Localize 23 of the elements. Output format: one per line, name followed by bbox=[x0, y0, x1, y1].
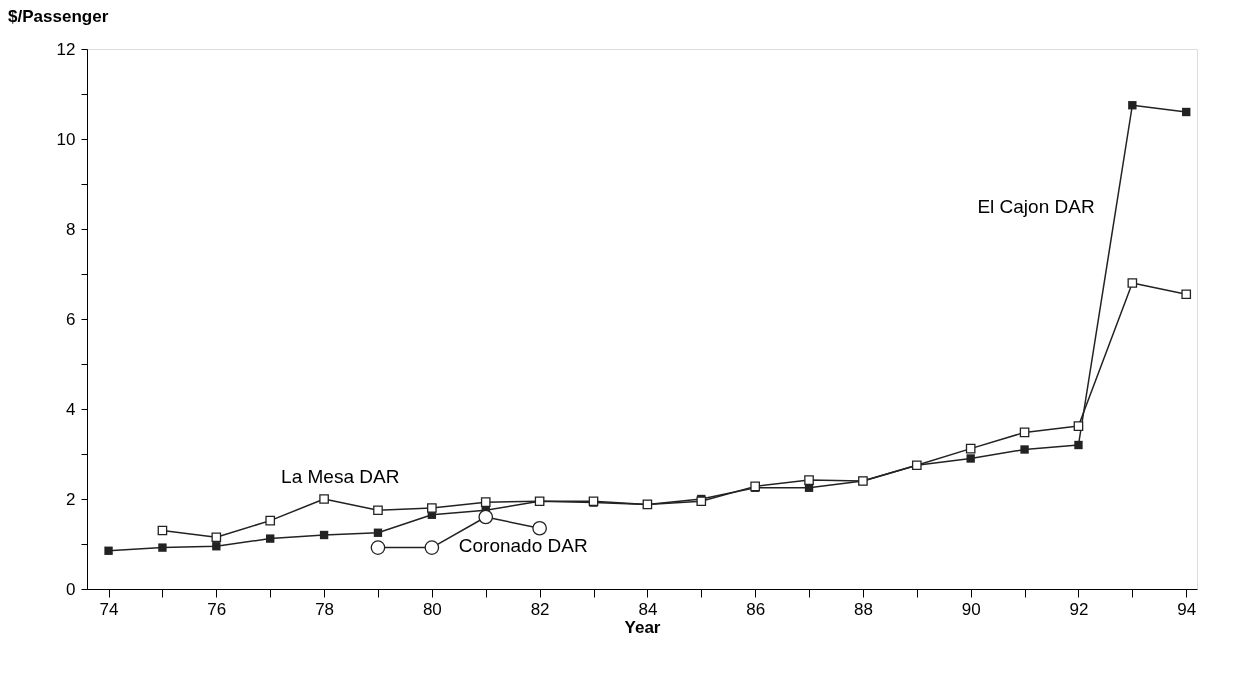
x-tick-label: 86 bbox=[746, 599, 766, 619]
y-tick-label: 12 bbox=[56, 39, 76, 59]
x-tick-label: 80 bbox=[422, 599, 442, 619]
y-tick-label: 6 bbox=[66, 309, 76, 329]
x-tick-label: 84 bbox=[638, 599, 658, 619]
y-tick-label: 8 bbox=[66, 219, 76, 239]
x-tick-label: 74 bbox=[99, 599, 119, 619]
x-tick-label: 78 bbox=[315, 599, 335, 619]
x-tick-label: 82 bbox=[530, 599, 550, 619]
x-tick-label: 94 bbox=[1177, 599, 1197, 619]
y-tick-label: 2 bbox=[66, 489, 76, 509]
series-label: Coronado DAR bbox=[458, 535, 588, 557]
x-tick-label: 88 bbox=[853, 599, 873, 619]
series-label: La Mesa DAR bbox=[281, 465, 400, 487]
y-axis-title: $/Passenger bbox=[8, 7, 109, 26]
x-tick-label: 92 bbox=[1069, 599, 1089, 619]
y-tick-label: 4 bbox=[66, 399, 76, 419]
x-axis-title: Year bbox=[624, 617, 661, 637]
series-label: El Cajon DAR bbox=[977, 195, 1095, 217]
x-tick-label: 76 bbox=[207, 599, 227, 619]
x-tick-label: 90 bbox=[961, 599, 981, 619]
y-tick-label: 10 bbox=[56, 129, 76, 149]
y-tick-label: 0 bbox=[66, 579, 76, 599]
